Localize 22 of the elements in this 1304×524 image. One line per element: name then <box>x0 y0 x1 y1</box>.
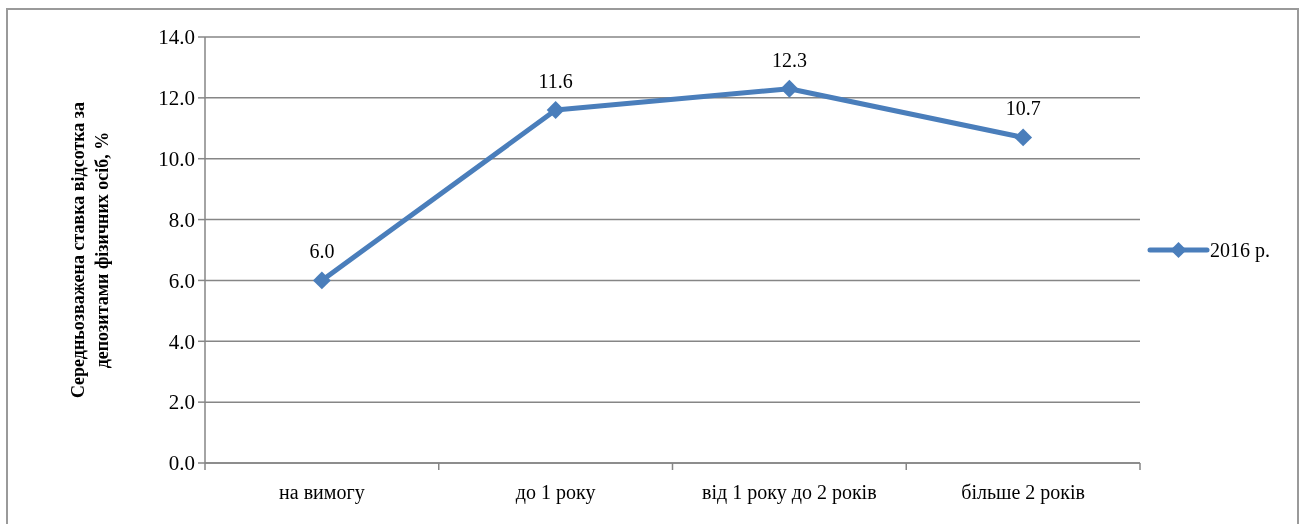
point <box>1014 128 1033 147</box>
y-tick-label: 6.0 <box>168 268 195 293</box>
y-tick-label: 14.0 <box>158 25 195 50</box>
data-label: 6.0 <box>309 240 335 263</box>
data-label: 11.6 <box>538 70 573 93</box>
data-label: 12.3 <box>771 48 807 71</box>
point <box>546 101 565 119</box>
legend-label: 2016 р. <box>1210 239 1270 262</box>
y-tick-label: 0.0 <box>168 451 195 476</box>
x-tick-label: на вимогу <box>279 481 365 504</box>
y-tick-label: 12.0 <box>158 86 195 111</box>
y-tick-label: 2.0 <box>168 390 195 415</box>
x-tick-label: до 1 року <box>515 481 596 504</box>
y-tick-label: 4.0 <box>168 329 195 354</box>
x-tick-label: від 1 року до 2 років <box>702 481 877 504</box>
point <box>312 271 331 290</box>
data-label: 10.7 <box>1005 97 1041 120</box>
y-axis-title: Середньозважена ставка відсотка за депозитами фізичних осіб, % <box>68 101 112 399</box>
y-tick-label: 8.0 <box>168 207 195 232</box>
point <box>780 79 799 98</box>
y-tick-label: 10.0 <box>158 147 195 172</box>
x-tick-label: більше 2 років <box>961 481 1086 504</box>
